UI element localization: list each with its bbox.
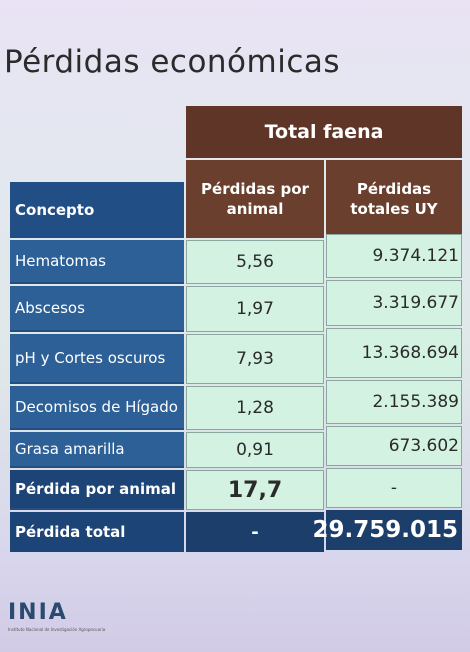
row-label-perdida-por-animal: Pérdida por animal	[10, 470, 184, 510]
row-label-abscesos: Abscesos	[10, 286, 184, 332]
total-faena-header: Total faena	[186, 106, 462, 158]
per-animal-grasa-amarilla: 0,91	[186, 432, 324, 468]
total-hematomas: 9.374.121	[326, 234, 462, 278]
total-ph-cortes: 13.368.694	[326, 328, 462, 378]
row-label-decomisos-higado: Decomisos de Hígado	[10, 386, 184, 430]
per-animal-summary-value: 17,7	[186, 470, 324, 510]
total-grasa-amarilla: 673.602	[326, 426, 462, 466]
inia-logo-mark: INIA	[8, 600, 68, 625]
total-per-animal-dash: -	[186, 512, 324, 552]
losses-table: Total faena Concepto Pérdidas por animal…	[10, 106, 462, 556]
row-label-grasa-amarilla: Grasa amarilla	[10, 432, 184, 468]
row-label-ph-cortes: pH y Cortes oscuros	[10, 334, 184, 384]
per-animal-ph-cortes: 7,93	[186, 334, 324, 384]
total-abscesos: 3.319.677	[326, 280, 462, 326]
row-label-perdida-total: Pérdida total	[10, 512, 184, 552]
total-loss-value: 29.759.015	[312, 510, 462, 550]
per-animal-hematomas: 5,56	[186, 240, 324, 284]
per-animal-header: Pérdidas por animal	[186, 160, 324, 238]
total-uy-header: Pérdidas totales UY	[326, 160, 462, 238]
row-label-hematomas: Hematomas	[10, 240, 184, 284]
inia-logo-subtitle: Instituto Nacional de Investigación Agro…	[8, 627, 106, 632]
per-animal-abscesos: 1,97	[186, 286, 324, 332]
per-animal-summary-total: -	[326, 468, 462, 508]
inia-logo: INIA Instituto Nacional de Investigación…	[8, 600, 118, 636]
concept-header: Concepto	[10, 182, 184, 238]
page-title: Pérdidas económicas	[4, 44, 341, 80]
per-animal-decomisos-higado: 1,28	[186, 386, 324, 430]
total-decomisos-higado: 2.155.389	[326, 380, 462, 424]
